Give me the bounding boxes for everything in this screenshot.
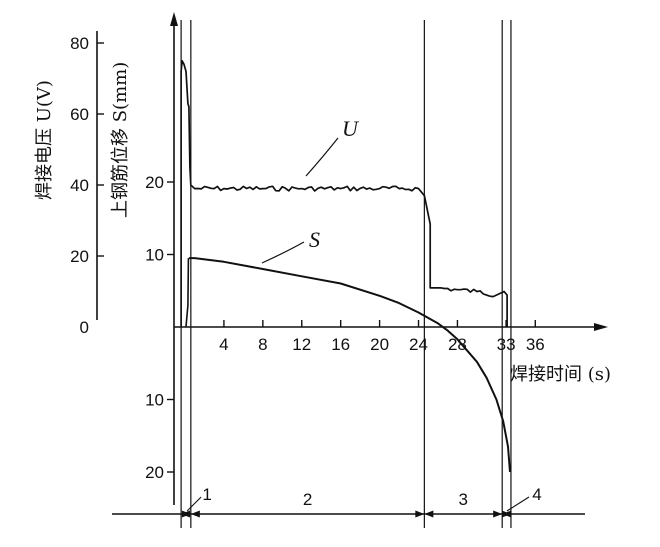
time-tick-label: 4: [219, 335, 228, 354]
series-layer: [180, 59, 511, 473]
displacement-tick-label-up: 10: [145, 246, 164, 265]
time-axis-arrow: [594, 323, 608, 331]
voltage-tick-label: 0: [80, 318, 89, 337]
label-layer: 焊接时间 (s) 焊接电压 U(V) 上钢筋位移 S(mm) U S: [34, 62, 611, 385]
time-tick-label: 20: [370, 335, 389, 354]
voltage-axis-label: 焊接电压 U(V): [34, 80, 55, 200]
displacement-tick-label-down: 20: [145, 463, 164, 482]
series-s-leader: [261, 241, 305, 264]
series-u-leader: [305, 137, 339, 177]
series-s-start: [185, 258, 190, 328]
phase-arrow-left: [424, 510, 434, 518]
phase-arrow-right: [501, 510, 511, 518]
time-tick-label: 8: [258, 335, 267, 354]
phase-label: 3: [459, 490, 468, 509]
series-label-s: S: [309, 227, 320, 252]
voltage-tick-label: 60: [70, 105, 89, 124]
time-tick-label: 24: [409, 335, 428, 354]
x-axis-label: 焊接时间 (s): [510, 364, 611, 385]
phase-arrow-right: [493, 510, 503, 518]
voltage-tick-label: 80: [70, 34, 89, 53]
series-label-u: U: [342, 116, 360, 141]
phase-arrow-right: [181, 510, 191, 518]
phase-arrow-left: [190, 510, 200, 518]
time-tick-label: 16: [331, 335, 350, 354]
phase-label: 2: [303, 490, 312, 509]
time-tick-label: 28: [448, 335, 467, 354]
displacement-axis-arrow: [170, 12, 178, 26]
phase-leader: [506, 496, 530, 512]
chart-axes: 0 20 40 60 80 10 20 10 20 4 8 12 16 20 24 28 33 36: [70, 12, 608, 505]
phase-label: 4: [532, 485, 541, 504]
voltage-tick-label: 20: [70, 247, 89, 266]
phase-leader: [186, 496, 202, 512]
displacement-tick-label-up: 20: [145, 173, 164, 192]
displacement-tick-label-down: 10: [145, 391, 164, 410]
series-u-line: [180, 59, 508, 327]
phase-label: 1: [202, 485, 211, 504]
phase-arrow-right: [415, 510, 425, 518]
displacement-axis-label: 上钢筋位移 S(mm): [110, 62, 131, 218]
series-s-line: [188, 257, 511, 473]
time-tick-label: 36: [526, 335, 545, 354]
time-tick-label: 33: [497, 335, 516, 354]
voltage-tick-label: 40: [70, 176, 89, 195]
time-tick-label: 12: [292, 335, 311, 354]
